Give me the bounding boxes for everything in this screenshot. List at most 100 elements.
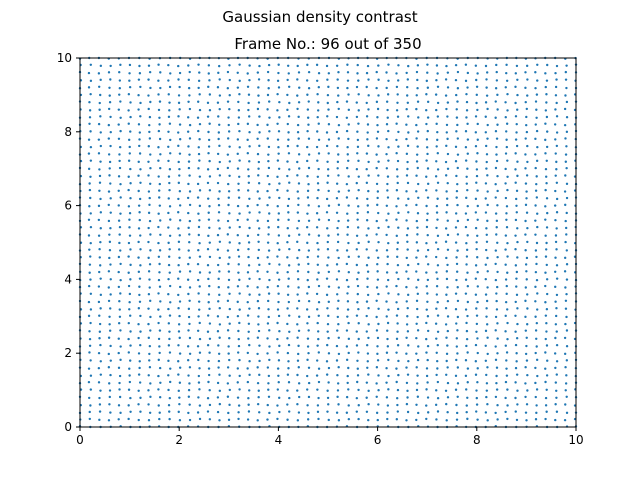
scatter-point — [276, 175, 279, 179]
scatter-point — [337, 107, 340, 111]
scatter-point — [127, 109, 130, 112]
scatter-point — [466, 234, 469, 237]
scatter-point — [336, 167, 339, 170]
scatter-point — [495, 145, 498, 149]
scatter-point — [554, 218, 557, 222]
scatter-point — [506, 308, 509, 311]
scatter-point — [99, 115, 102, 118]
scatter-point — [416, 233, 419, 236]
scatter-point — [257, 233, 260, 237]
scatter-point — [89, 63, 93, 66]
scatter-point — [196, 329, 200, 332]
scatter-point — [397, 211, 400, 215]
scatter-point — [149, 329, 152, 332]
scatter-point — [385, 123, 389, 126]
scatter-point — [516, 174, 519, 178]
scatter-point — [446, 152, 450, 156]
scatter-point — [298, 395, 301, 399]
scatter-point — [326, 168, 330, 171]
scatter-point — [99, 277, 102, 280]
scatter-point — [474, 144, 478, 148]
scatter-point — [345, 249, 349, 252]
scatter-point — [296, 64, 299, 68]
scatter-point — [306, 255, 309, 259]
scatter-point — [386, 278, 390, 282]
scatter-point — [405, 234, 409, 237]
scatter-point — [317, 234, 321, 237]
scatter-point — [435, 64, 439, 67]
scatter-point — [367, 240, 370, 244]
scatter-point — [446, 71, 450, 74]
scatter-point — [298, 315, 301, 318]
scatter-point — [296, 78, 299, 81]
scatter-point — [396, 322, 399, 325]
scatter-point — [258, 131, 261, 134]
scatter-point — [534, 204, 537, 207]
scatter-point — [524, 286, 527, 289]
scatter-point — [315, 145, 319, 149]
scatter-point — [456, 153, 460, 156]
scatter-point — [139, 181, 142, 184]
scatter-point — [436, 168, 440, 171]
scatter-point — [426, 167, 430, 170]
scatter-point — [346, 315, 349, 318]
scatter-point — [565, 374, 568, 377]
scatter-point — [355, 168, 359, 171]
scatter-point — [298, 233, 301, 236]
scatter-point — [396, 101, 399, 104]
scatter-point — [256, 137, 259, 140]
scatter-point — [386, 182, 389, 186]
scatter-point — [367, 189, 370, 193]
scatter-point — [366, 360, 369, 363]
scatter-point — [118, 86, 122, 90]
scatter-point — [267, 308, 270, 311]
scatter-point — [257, 160, 261, 164]
scatter-point — [445, 107, 448, 111]
scatter-point — [367, 256, 370, 259]
scatter-point — [515, 352, 518, 355]
scatter-point — [436, 410, 440, 413]
scatter-point — [464, 308, 468, 311]
scatter-point — [257, 240, 260, 243]
scatter-point — [317, 138, 321, 141]
scatter-point — [356, 301, 359, 304]
scatter-point — [476, 138, 479, 141]
scatter-point — [99, 78, 102, 82]
scatter-point — [375, 411, 379, 415]
scatter-point — [306, 292, 309, 295]
scatter-point — [496, 108, 499, 111]
scatter-point — [396, 241, 400, 244]
scatter-point — [386, 108, 389, 112]
scatter-point — [99, 197, 102, 201]
scatter-point — [565, 115, 569, 119]
scatter-point — [455, 411, 459, 415]
scatter-point — [326, 93, 330, 97]
scatter-point — [267, 226, 270, 229]
scatter-point — [544, 234, 547, 237]
scatter-point — [375, 286, 379, 289]
scatter-point — [316, 410, 320, 414]
scatter-point — [306, 212, 309, 215]
scatter-point — [147, 389, 150, 392]
scatter-point — [485, 86, 488, 89]
scatter-point — [288, 101, 291, 105]
scatter-point — [486, 286, 489, 289]
scatter-point — [218, 190, 221, 193]
scatter-point — [137, 227, 141, 230]
scatter-point — [287, 381, 291, 384]
scatter-point — [128, 85, 132, 89]
scatter-point — [495, 159, 499, 163]
scatter-point — [495, 63, 498, 67]
scatter-point — [415, 107, 418, 111]
scatter-point — [425, 367, 429, 370]
scatter-point — [555, 360, 559, 363]
scatter-point — [565, 100, 569, 104]
scatter-point — [98, 337, 101, 340]
scatter-point — [168, 248, 171, 251]
x-tick-label: 10 — [568, 433, 583, 447]
scatter-point — [535, 116, 538, 119]
scatter-point — [177, 373, 180, 376]
scatter-point — [216, 396, 220, 399]
scatter-point — [247, 403, 250, 406]
scatter-point — [277, 359, 281, 362]
